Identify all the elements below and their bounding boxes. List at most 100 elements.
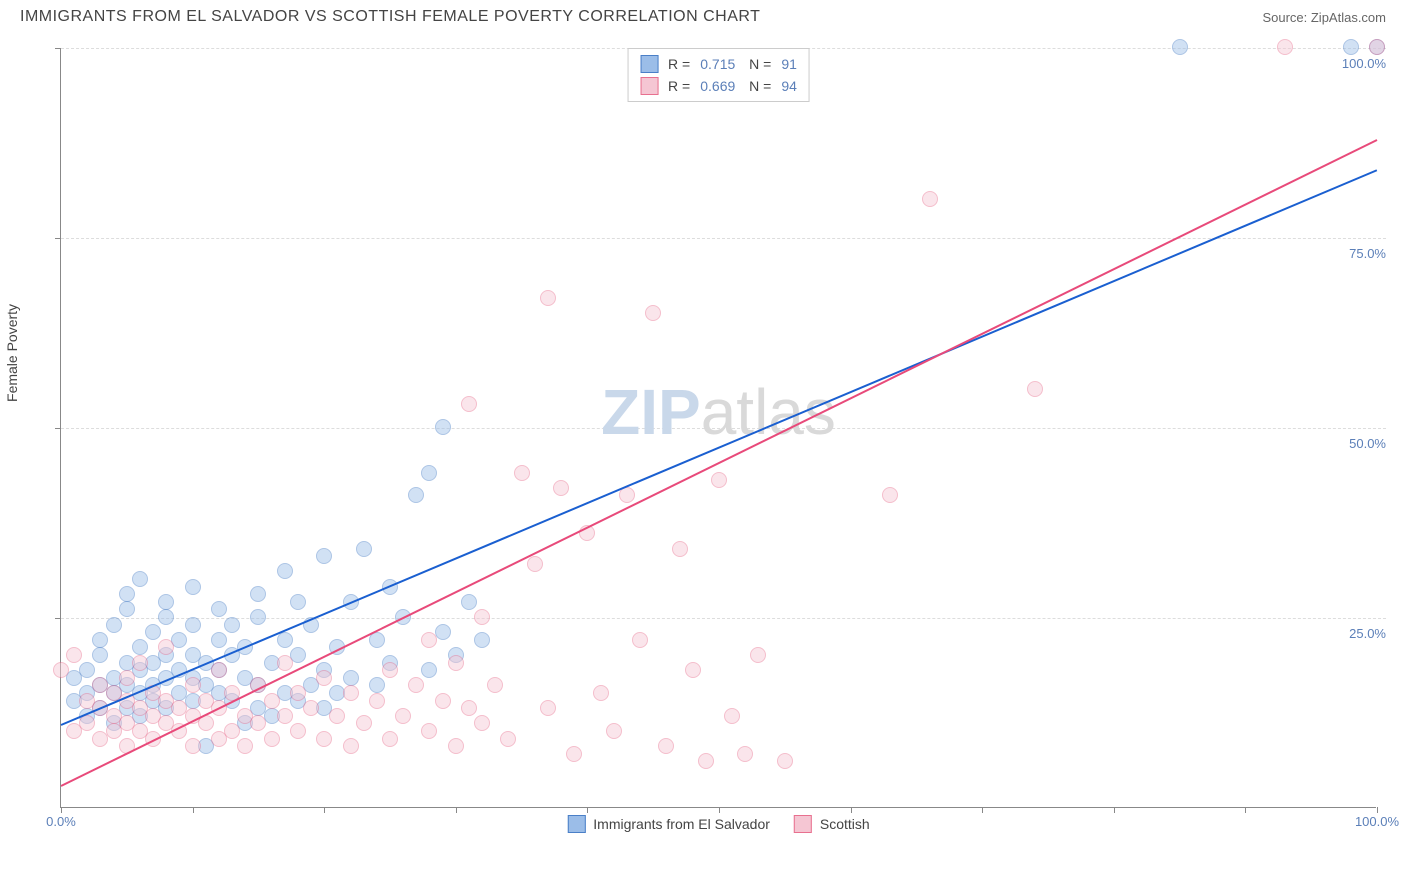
data-point [250,609,266,625]
data-point [343,670,359,686]
x-tick [324,807,325,813]
y-axis-label: Female Poverty [4,304,20,402]
data-point [211,632,227,648]
data-point [448,738,464,754]
legend-swatch [567,815,585,833]
data-point [92,647,108,663]
legend-swatch [794,815,812,833]
data-point [421,723,437,739]
n-label-1: N = [745,56,771,72]
data-point [474,609,490,625]
watermark-part-a: ZIP [601,376,701,448]
data-point [435,693,451,709]
data-point [606,723,622,739]
legend-item: Immigrants from El Salvador [567,815,770,833]
data-point [290,685,306,701]
legend-row-series-1: R = 0.715 N = 91 [640,53,797,75]
chart-source: Source: ZipAtlas.com [1262,10,1386,25]
y-tick [55,618,61,619]
legend-label: Immigrants from El Salvador [593,816,770,832]
data-point [316,731,332,747]
y-tick [55,48,61,49]
data-point [158,609,174,625]
data-point [343,685,359,701]
data-point [369,677,385,693]
data-point [724,708,740,724]
r-value-1: 0.715 [700,56,735,72]
data-point [158,639,174,655]
data-point [566,746,582,762]
data-point [277,632,293,648]
y-tick-label: 50.0% [1349,436,1386,451]
source-label: Source: [1262,10,1310,25]
data-point [224,617,240,633]
data-point [448,655,464,671]
data-point [79,715,95,731]
n-label-2: N = [745,78,771,94]
data-point [500,731,516,747]
legend-row-series-2: R = 0.669 N = 94 [640,75,797,97]
x-tick [587,807,588,813]
data-point [185,677,201,693]
series-legend: Immigrants from El Salvador Scottish [567,815,869,833]
legend-label: Scottish [820,816,870,832]
data-point [1277,39,1293,55]
data-point [527,556,543,572]
data-point [461,594,477,610]
data-point [277,563,293,579]
data-point [66,647,82,663]
grid-line [61,428,1386,429]
data-point [1172,39,1188,55]
data-point [698,753,714,769]
data-point [185,738,201,754]
data-point [645,305,661,321]
x-tick-label: 100.0% [1355,814,1399,829]
data-point [343,738,359,754]
data-point [658,738,674,754]
y-tick-label: 75.0% [1349,246,1386,261]
data-point [329,708,345,724]
data-point [106,617,122,633]
data-point [185,579,201,595]
y-tick-label: 100.0% [1342,56,1386,71]
data-point [185,617,201,633]
x-tick [61,807,62,813]
data-point [408,677,424,693]
r-label-1: R = [668,56,690,72]
x-tick [1245,807,1246,813]
data-point [461,700,477,716]
data-point [1027,381,1043,397]
data-point [777,753,793,769]
y-tick [55,428,61,429]
x-tick [1114,807,1115,813]
data-point [593,685,609,701]
x-tick [456,807,457,813]
data-point [316,548,332,564]
data-point [632,632,648,648]
y-tick-label: 25.0% [1349,626,1386,641]
data-point [382,662,398,678]
data-point [264,693,280,709]
data-point [277,655,293,671]
data-point [132,655,148,671]
data-point [211,662,227,678]
data-point [474,632,490,648]
data-point [277,708,293,724]
data-point [264,731,280,747]
source-value: ZipAtlas.com [1311,10,1386,25]
x-tick-label: 0.0% [46,814,76,829]
x-tick [719,807,720,813]
r-label-2: R = [668,78,690,94]
legend-swatch-2 [640,77,658,95]
data-point [132,571,148,587]
data-point [737,746,753,762]
data-point [685,662,701,678]
data-point [421,465,437,481]
data-point [145,624,161,640]
data-point [303,700,319,716]
trend-line [61,170,1378,727]
legend-item: Scottish [794,815,870,833]
data-point [250,586,266,602]
data-point [540,290,556,306]
x-tick [1377,807,1378,813]
